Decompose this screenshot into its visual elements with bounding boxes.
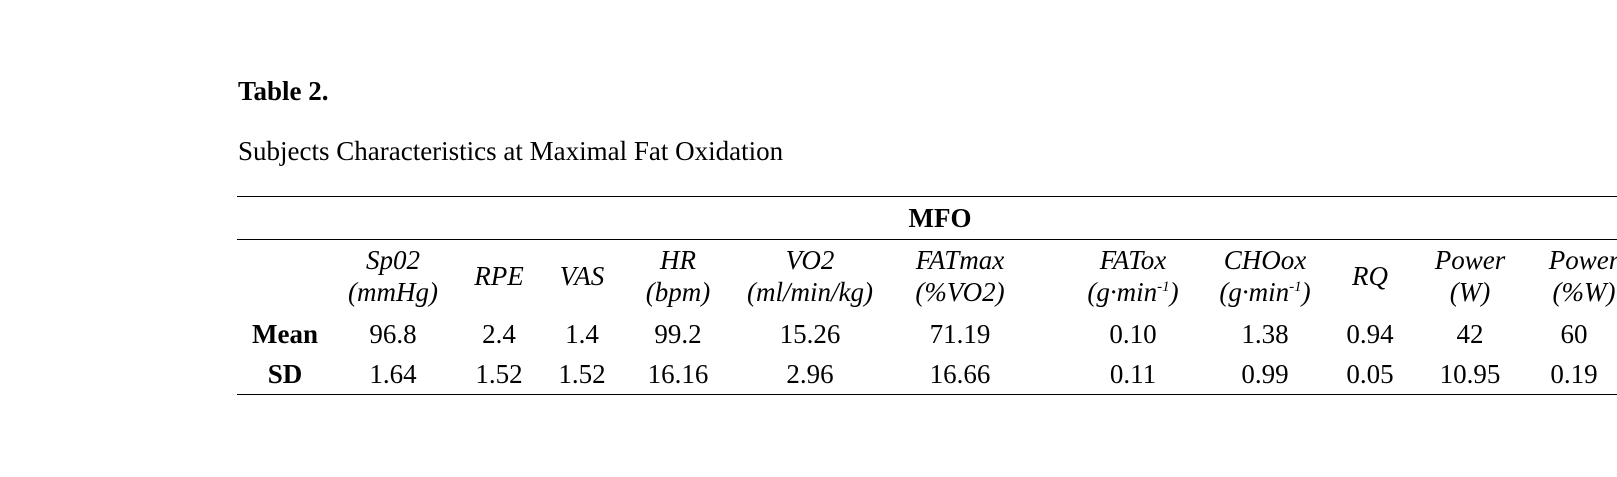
unit-end: ) xyxy=(1169,277,1179,307)
col-header-vas: VAS xyxy=(552,260,612,292)
cell-sd-vas: 1.52 xyxy=(558,359,606,389)
cell-sd-sp02: 1.64 xyxy=(369,359,417,389)
cell-sd-choox: 0.99 xyxy=(1241,359,1289,389)
col-header-name: Power xyxy=(1434,245,1506,275)
cell-mean-sp02: 96.8 xyxy=(369,319,417,349)
col-header-unit: (%VO2) xyxy=(915,277,1005,307)
unit-base: (g·min xyxy=(1219,277,1290,307)
col-header-name: RQ xyxy=(1352,261,1388,291)
col-header-unit: (bpm) xyxy=(645,277,711,307)
col-header-name: VAS xyxy=(559,261,605,291)
col-header-name: CHOox xyxy=(1223,245,1307,275)
col-header-name: Power xyxy=(1548,245,1617,275)
cell-mean-vo2: 15.26 xyxy=(779,319,841,349)
cell-sd-hr: 16.16 xyxy=(647,359,709,389)
col-header-rq: RQ xyxy=(1340,260,1400,292)
col-header-name: HR xyxy=(660,245,696,275)
col-header-sp02: Sp02 (mmHg) xyxy=(338,244,448,314)
cell-mean-hr: 99.2 xyxy=(654,319,702,349)
col-header-vo2: VO2 (ml/min/kg) xyxy=(730,244,890,314)
table-title: Subjects Characteristics at Maximal Fat … xyxy=(238,136,784,166)
cell-mean-rq: 0.94 xyxy=(1346,319,1394,349)
col-header-unit: (ml/min/kg) xyxy=(747,277,873,307)
col-header-unit: (mmHg) xyxy=(348,277,438,307)
table-number: Table 2. xyxy=(238,76,329,106)
unit-superscript: -1 xyxy=(1157,279,1170,295)
col-header-name: RPE xyxy=(474,261,524,291)
cell-sd-rpe: 1.52 xyxy=(475,359,523,389)
cell-sd-rq: 0.05 xyxy=(1346,359,1394,389)
col-header-unit: (g·min-1) xyxy=(1219,276,1310,308)
col-header-hr: HR (bpm) xyxy=(638,244,718,314)
cell-sd-fatox: 0.11 xyxy=(1109,359,1157,389)
col-header-name: Sp02 xyxy=(366,245,420,275)
col-header-name: FATox xyxy=(1099,245,1167,275)
table-header-rule xyxy=(237,239,1617,240)
cell-mean-fatmax: 71.19 xyxy=(929,319,991,349)
col-header-name: VO2 xyxy=(785,245,835,275)
cell-sd-power-pct: 0.19 xyxy=(1550,359,1598,389)
col-header-fatox: FATox (g·min-1) xyxy=(1068,244,1198,314)
cell-mean-power-w: 42 xyxy=(1456,319,1484,349)
cell-sd-power-w: 10.95 xyxy=(1439,359,1501,389)
cell-sd-vo2: 2.96 xyxy=(786,359,834,389)
cell-sd-fatmax: 16.66 xyxy=(929,359,991,389)
unit-base: (g·min xyxy=(1087,277,1158,307)
col-header-rpe: RPE xyxy=(467,260,531,292)
row-label-sd: SD xyxy=(267,359,303,389)
group-header-mfo: MFO xyxy=(908,203,972,233)
cell-mean-choox: 1.38 xyxy=(1241,319,1289,349)
cell-mean-vas: 1.4 xyxy=(565,319,599,349)
col-header-unit: (W) xyxy=(1449,277,1491,307)
col-header-fatmax: FATmax (%VO2) xyxy=(900,244,1020,314)
col-header-name: FATmax xyxy=(915,245,1005,275)
unit-end: ) xyxy=(1301,277,1311,307)
col-header-choox: CHOox (g·min-1) xyxy=(1200,244,1330,314)
table-bottom-rule xyxy=(237,394,1617,395)
row-label-mean: Mean xyxy=(252,319,318,349)
cell-mean-power-pct: 60 xyxy=(1560,319,1588,349)
cell-mean-rpe: 2.4 xyxy=(482,319,516,349)
col-header-power-w: Power (W) xyxy=(1420,244,1520,314)
col-header-unit: (%W) xyxy=(1552,277,1616,307)
table-top-rule xyxy=(237,196,1617,197)
unit-superscript: -1 xyxy=(1289,279,1302,295)
col-header-unit: (g·min-1) xyxy=(1087,276,1178,308)
col-header-power-pct: Power (%W) xyxy=(1534,244,1617,314)
cell-mean-fatox: 0.10 xyxy=(1109,319,1157,349)
